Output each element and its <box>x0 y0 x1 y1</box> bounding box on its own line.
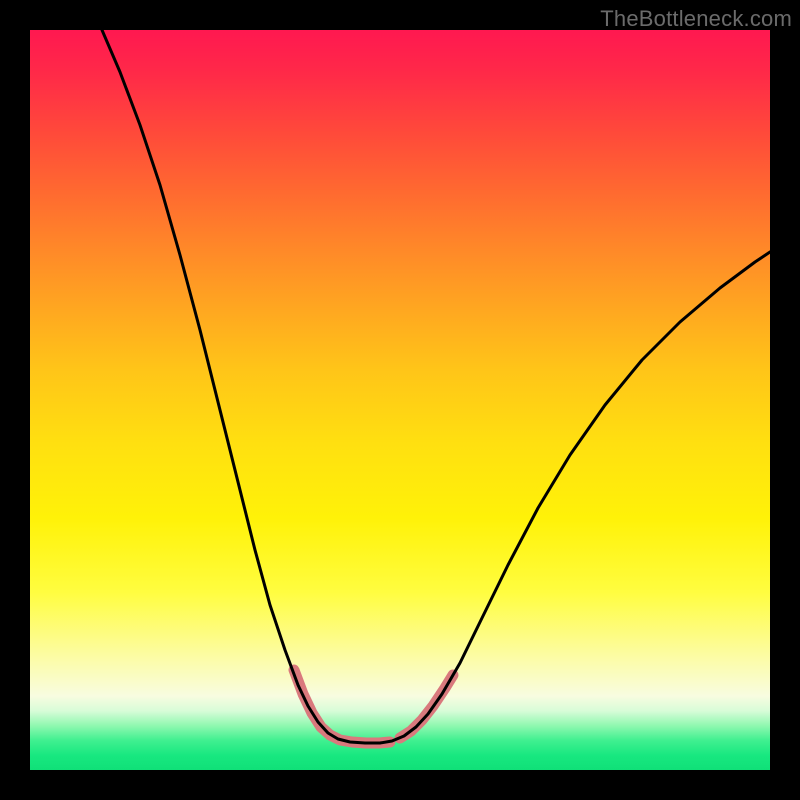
chart-frame: TheBottleneck.com <box>0 0 800 800</box>
plot-area <box>30 30 770 770</box>
watermark-text: TheBottleneck.com <box>600 6 792 32</box>
trough-marker-group <box>294 670 453 743</box>
bottleneck-curve <box>102 30 770 743</box>
trough-marker-1 <box>400 675 453 738</box>
bottleneck-curve-svg <box>30 30 770 770</box>
